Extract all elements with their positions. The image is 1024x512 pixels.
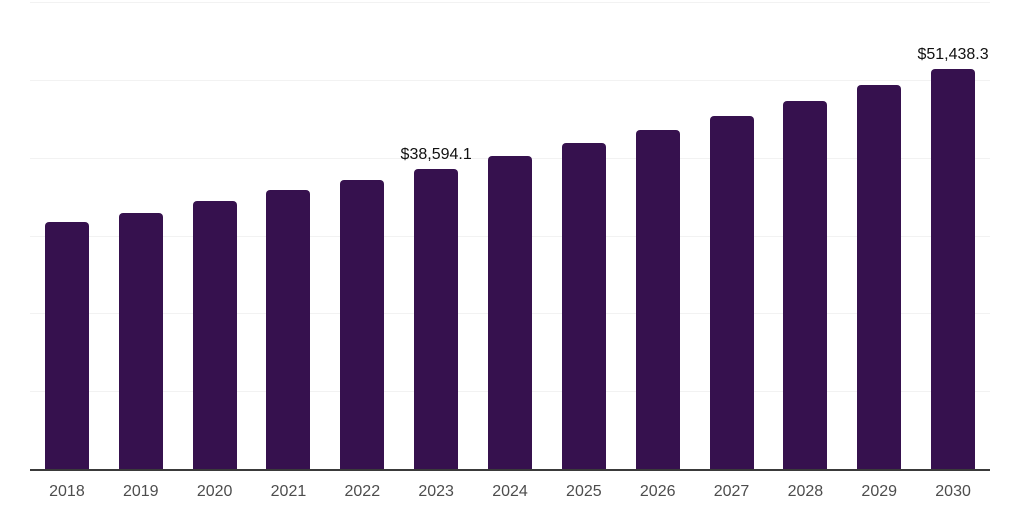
- x-tick-2023: 2023: [418, 483, 454, 500]
- bar-2027: [709, 116, 754, 469]
- x-axis: 2018 2019 2020 2021 2022 2023 2024 2025 2026 2027…: [30, 480, 990, 504]
- bar-2024: [487, 155, 532, 469]
- bar-2026: [635, 130, 680, 469]
- bar-2019: [118, 212, 163, 469]
- bar-slot-2018: [30, 2, 104, 469]
- value-label-2030: $51,438.3: [917, 45, 989, 63]
- bar-slot-2020: [178, 2, 252, 469]
- bar-2023: [414, 168, 459, 469]
- x-tick-2028: 2028: [787, 483, 824, 500]
- x-tick-2027: 2027: [713, 483, 750, 500]
- bar-slot-2030: $51,438.3: [916, 2, 990, 469]
- bar-2018: [44, 221, 89, 469]
- bar-slot-2025: [547, 2, 621, 469]
- bar-slot-2021: [252, 2, 326, 469]
- x-tick-2030: 2030: [935, 483, 971, 500]
- bar-slot-2023: $38,594.1: [399, 2, 473, 469]
- plot-area: $38,594.1 $51,438.3: [30, 2, 990, 471]
- x-tick-2018: 2018: [49, 483, 85, 500]
- bar-2020: [192, 200, 237, 469]
- bar-2021: [266, 189, 311, 469]
- bar-slot-2019: [104, 2, 178, 469]
- bar-slot-2024: [473, 2, 547, 469]
- bar-slot-2022: [325, 2, 399, 469]
- bar-slot-2027: [695, 2, 769, 469]
- bar-slot-2028: [768, 2, 842, 469]
- bar-2028: [783, 100, 828, 469]
- bars-layer: $38,594.1 $51,438.3: [30, 2, 990, 469]
- x-tick-2019: 2019: [122, 483, 159, 500]
- x-tick-2025: 2025: [566, 483, 602, 500]
- x-tick-2022: 2022: [344, 483, 381, 500]
- value-label-2023: $38,594.1: [400, 145, 472, 163]
- x-tick-2020: 2020: [196, 483, 233, 500]
- x-tick-2026: 2026: [639, 483, 676, 500]
- bar-2030: [931, 68, 976, 469]
- gridline: [30, 79, 990, 81]
- bar-slot-2026: [621, 2, 695, 469]
- bar-2022: [340, 180, 385, 469]
- bar-slot-2029: [842, 2, 916, 469]
- x-tick-2021: 2021: [270, 483, 307, 500]
- x-tick-2029: 2029: [861, 483, 898, 500]
- gridline: [30, 2, 990, 3]
- bar-2025: [561, 143, 606, 469]
- bar-2029: [857, 84, 902, 469]
- x-tick-2024: 2024: [492, 483, 528, 500]
